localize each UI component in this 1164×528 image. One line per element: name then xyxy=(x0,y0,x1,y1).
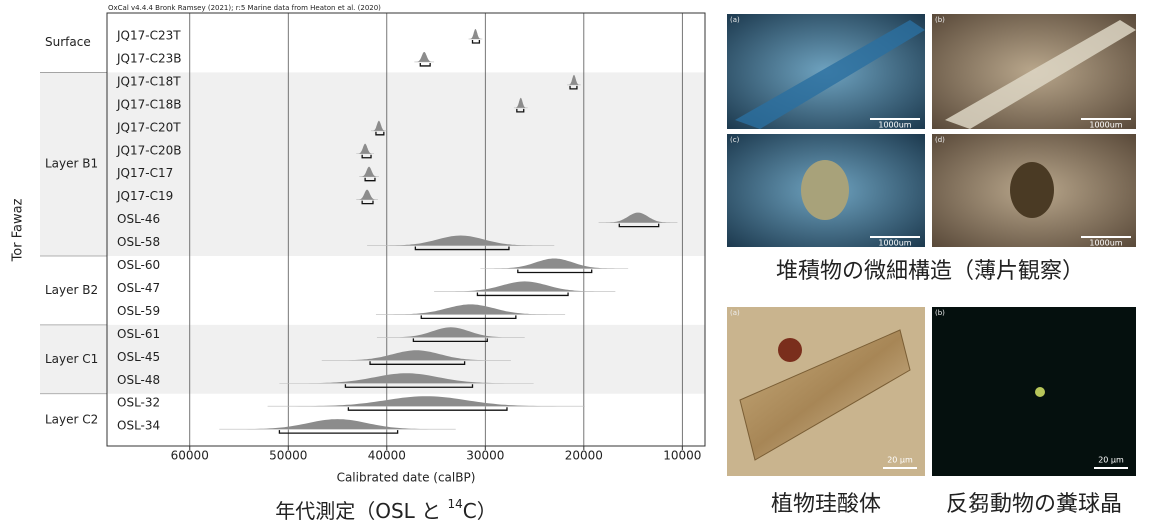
scale-label: 20 μm xyxy=(887,456,913,465)
caption: 堆積物の微細構造（薄片観察） xyxy=(776,259,1084,284)
x-tick-label: 50000 xyxy=(269,449,307,463)
sample-label: OSL-46 xyxy=(117,212,160,226)
sample-label: OSL-34 xyxy=(117,419,160,433)
chart-caption: 年代測定（OSL と 14C） xyxy=(275,497,497,523)
sample-label: JQ17-C20B xyxy=(116,143,181,157)
photo-detail xyxy=(778,338,802,362)
scale-label: 20 μm xyxy=(1098,456,1124,465)
scale-label: 1000um xyxy=(878,121,911,130)
sample-label: OSL-59 xyxy=(117,304,160,318)
x-tick-label: 60000 xyxy=(171,449,209,463)
figure: OxCal v4.4.4 Bronk Ramsey (2021); r:5 Ma… xyxy=(0,0,1164,524)
caption-sup: 14 xyxy=(448,497,463,511)
x-tick-label: 40000 xyxy=(368,449,406,463)
photo-detail xyxy=(801,160,849,220)
sample-label: OSL-48 xyxy=(117,373,160,387)
scale-label: 1000um xyxy=(1089,239,1122,248)
caption: 反芻動物の糞球晶 xyxy=(946,492,1122,517)
caption-text: 年代測定（OSL と xyxy=(275,499,447,523)
group-label: Layer C1 xyxy=(45,352,98,366)
photo xyxy=(932,307,1136,476)
sample-label: JQ17-C20T xyxy=(116,120,181,134)
sample-label: JQ17-C23B xyxy=(116,51,181,65)
sample-label: OSL-58 xyxy=(117,235,160,249)
y-axis-label: Tor Fawaz xyxy=(11,198,26,262)
panel-label: (b) xyxy=(935,309,945,317)
sample-label: OSL-60 xyxy=(117,258,160,272)
sample-label: JQ17-C19 xyxy=(116,189,173,203)
x-axis-label: Calibrated date (calBP) xyxy=(337,471,476,485)
sample-label: OSL-61 xyxy=(117,327,160,341)
sample-label: OSL-32 xyxy=(117,396,160,410)
sample-label: JQ17-C18T xyxy=(116,74,181,88)
page: OxCal v4.4.4 Bronk Ramsey (2021); r:5 Ma… xyxy=(0,0,1164,528)
sample-label: JQ17-C18B xyxy=(116,97,181,111)
sample-label: OSL-47 xyxy=(117,281,160,295)
sample-label: JQ17-C23T xyxy=(116,29,181,43)
scale-label: 1000um xyxy=(878,239,911,248)
group-label: Layer B1 xyxy=(45,157,98,171)
chart-title: OxCal v4.4.4 Bronk Ramsey (2021); r:5 Ma… xyxy=(108,4,381,12)
sample-label: OSL-45 xyxy=(117,350,160,364)
sample-label: JQ17-C17 xyxy=(116,166,173,180)
x-tick-label: 10000 xyxy=(663,449,701,463)
group-label: Layer B2 xyxy=(45,283,98,297)
photo-detail xyxy=(1010,162,1054,218)
caption: 植物珪酸体 xyxy=(771,492,881,517)
caption-end: C） xyxy=(463,499,497,523)
panel-label: (d) xyxy=(935,136,945,144)
panel-label: (b) xyxy=(935,16,945,24)
group-label: Surface xyxy=(45,35,91,49)
x-tick-label: 20000 xyxy=(565,449,603,463)
panel-label: (a) xyxy=(730,309,740,317)
x-tick-label: 30000 xyxy=(466,449,504,463)
panel-label: (c) xyxy=(730,136,740,144)
panel-label: (a) xyxy=(730,16,740,24)
group-label: Layer C2 xyxy=(45,412,98,426)
scale-label: 1000um xyxy=(1089,121,1122,130)
photo-detail xyxy=(1035,387,1045,397)
